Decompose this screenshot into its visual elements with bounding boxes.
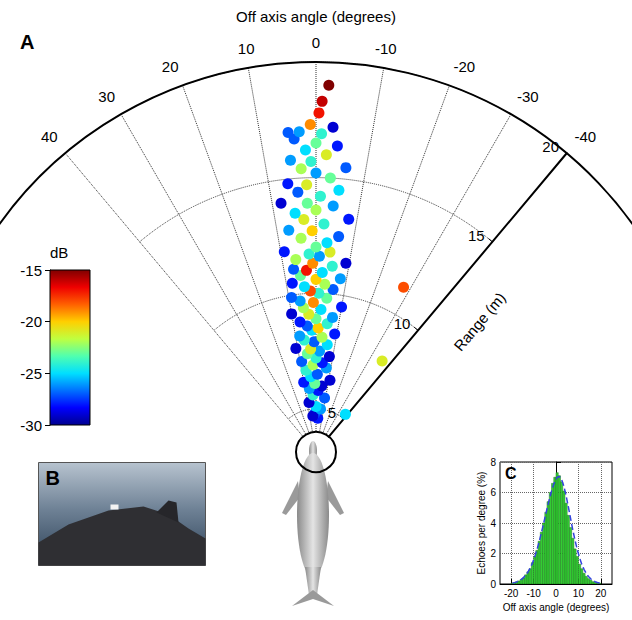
svg-text:15: 15 — [468, 227, 485, 244]
svg-text:A: A — [20, 31, 34, 53]
svg-text:10: 10 — [394, 315, 411, 332]
svg-text:-40: -40 — [574, 128, 596, 145]
svg-text:-15: -15 — [20, 262, 42, 279]
svg-text:6: 6 — [490, 487, 496, 498]
svg-text:0: 0 — [553, 588, 559, 599]
svg-text:2: 2 — [490, 548, 496, 559]
svg-text:-30: -30 — [20, 417, 42, 434]
svg-text:-20: -20 — [20, 313, 42, 330]
svg-text:10: 10 — [238, 40, 255, 57]
svg-text:-10: -10 — [375, 40, 397, 57]
svg-text:-25: -25 — [20, 365, 42, 382]
svg-text:-20: -20 — [504, 588, 519, 599]
svg-text:8: 8 — [490, 457, 496, 468]
svg-text:-30: -30 — [517, 88, 539, 105]
svg-text:Off axis angle (degrees): Off axis angle (degrees) — [236, 8, 396, 25]
svg-text:4: 4 — [490, 518, 496, 529]
svg-text:10: 10 — [573, 588, 585, 599]
svg-text:20: 20 — [542, 138, 559, 155]
svg-text:Range (m): Range (m) — [450, 289, 509, 354]
svg-text:B: B — [46, 467, 60, 489]
svg-text:-10: -10 — [526, 588, 541, 599]
svg-text:Echoes per degree (%): Echoes per degree (%) — [476, 472, 487, 575]
svg-text:30: 30 — [98, 88, 115, 105]
svg-text:-20: -20 — [453, 58, 475, 75]
svg-text:dB: dB — [50, 244, 68, 261]
svg-text:Off axis angle (degrees): Off axis angle (degrees) — [503, 602, 610, 613]
svg-text:20: 20 — [162, 58, 179, 75]
svg-text:C: C — [505, 465, 517, 482]
svg-text:40: 40 — [41, 128, 58, 145]
svg-text:5: 5 — [328, 404, 336, 421]
svg-text:0: 0 — [312, 34, 320, 51]
svg-text:20: 20 — [595, 588, 607, 599]
svg-text:0: 0 — [490, 579, 496, 590]
